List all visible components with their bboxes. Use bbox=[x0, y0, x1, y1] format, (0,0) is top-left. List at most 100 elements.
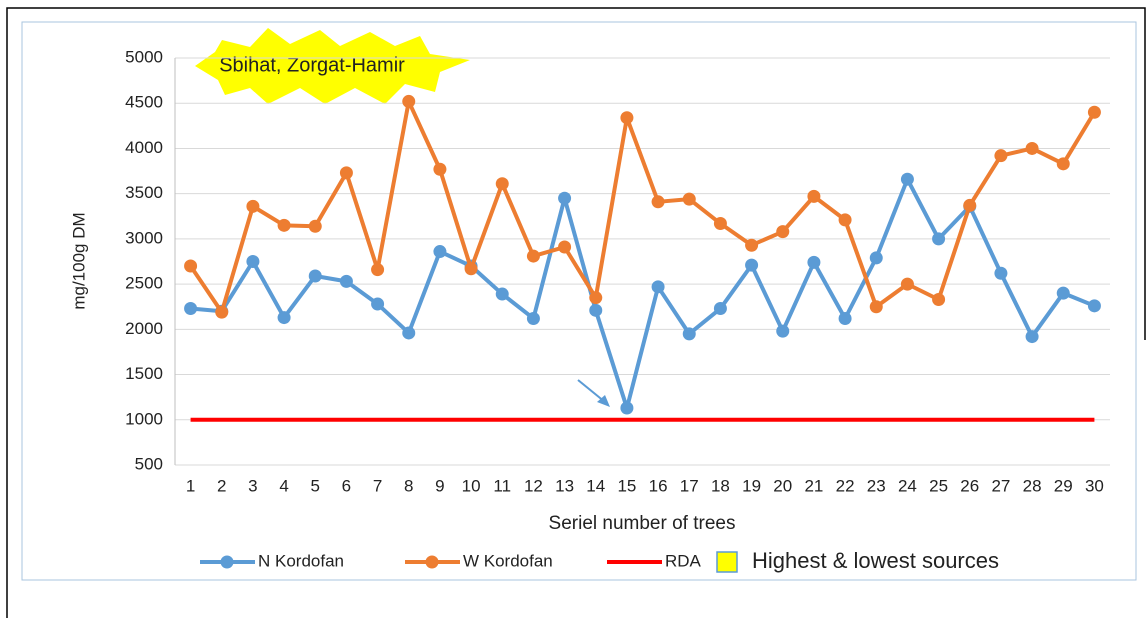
marker bbox=[869, 251, 883, 265]
x-tick-label: 23 bbox=[867, 476, 886, 495]
legend-swatch bbox=[716, 551, 738, 573]
y-tick-label: 500 bbox=[135, 454, 163, 473]
x-tick-label: 14 bbox=[586, 476, 605, 495]
marker bbox=[807, 189, 821, 203]
marker bbox=[1056, 157, 1070, 171]
marker bbox=[713, 217, 727, 231]
x-tick-label: 21 bbox=[804, 476, 823, 495]
marker bbox=[433, 162, 447, 176]
outer-frame bbox=[6, 7, 1146, 618]
x-tick-label: 28 bbox=[1023, 476, 1042, 495]
y-tick-label: 1500 bbox=[125, 364, 163, 383]
arrow-head bbox=[597, 395, 610, 407]
marker bbox=[838, 311, 852, 325]
x-tick-label: 4 bbox=[279, 476, 288, 495]
marker bbox=[558, 240, 572, 254]
marker bbox=[402, 94, 416, 108]
marker bbox=[776, 225, 790, 239]
marker bbox=[402, 326, 416, 340]
x-tick-label: 24 bbox=[898, 476, 917, 495]
marker bbox=[371, 297, 385, 311]
legend-label: N Kordofan bbox=[258, 551, 344, 570]
marker bbox=[682, 327, 696, 341]
marker bbox=[1025, 141, 1039, 155]
y-tick-label: 2000 bbox=[125, 319, 163, 338]
marker bbox=[963, 198, 977, 212]
marker bbox=[994, 149, 1008, 163]
marker bbox=[713, 302, 727, 316]
x-tick-label: 8 bbox=[404, 476, 413, 495]
y-tick-label: 2500 bbox=[125, 274, 163, 293]
x-tick-label: 13 bbox=[555, 476, 574, 495]
marker bbox=[838, 213, 852, 227]
marker bbox=[807, 255, 821, 269]
marker bbox=[620, 401, 634, 415]
marker bbox=[589, 303, 603, 317]
marker bbox=[1056, 286, 1070, 300]
marker bbox=[900, 172, 914, 186]
x-tick-label: 30 bbox=[1085, 476, 1104, 495]
x-axis-title: Seriel number of trees bbox=[549, 513, 736, 534]
series-line bbox=[188, 99, 1097, 315]
y-axis-title: mg/100g DM bbox=[69, 212, 88, 309]
x-tick-label: 18 bbox=[711, 476, 730, 495]
marker bbox=[526, 249, 540, 263]
x-tick-label: 19 bbox=[742, 476, 761, 495]
x-tick-label: 27 bbox=[991, 476, 1010, 495]
marker bbox=[184, 259, 198, 273]
x-tick-label: 16 bbox=[649, 476, 668, 495]
marker bbox=[277, 311, 291, 325]
x-tick-label: 17 bbox=[680, 476, 699, 495]
marker bbox=[495, 287, 509, 301]
marker bbox=[932, 232, 946, 246]
marker bbox=[526, 311, 540, 325]
y-tick-label: 3000 bbox=[125, 228, 163, 247]
annotation-burst bbox=[195, 28, 470, 104]
marker bbox=[869, 300, 883, 314]
marker bbox=[620, 111, 634, 125]
x-tick-label: 6 bbox=[342, 476, 351, 495]
marker bbox=[994, 266, 1008, 280]
y-tick-label: 4500 bbox=[125, 93, 163, 112]
legend-label: W Kordofan bbox=[463, 551, 553, 570]
marker bbox=[776, 324, 790, 338]
y-tick-label: 4000 bbox=[125, 138, 163, 157]
series-line bbox=[190, 177, 1096, 411]
marker bbox=[1025, 330, 1039, 344]
marker bbox=[745, 258, 759, 272]
marker bbox=[900, 277, 914, 291]
x-tick-label: 11 bbox=[493, 476, 511, 495]
marker bbox=[932, 292, 946, 306]
x-tick-label: 5 bbox=[311, 476, 320, 495]
y-tick-label: 1000 bbox=[125, 409, 163, 428]
legend-marker bbox=[425, 555, 439, 569]
marker bbox=[339, 166, 353, 180]
marker bbox=[589, 291, 603, 305]
plot-frame bbox=[21, 21, 1137, 581]
x-tick-label: 7 bbox=[373, 476, 382, 495]
marker bbox=[558, 191, 572, 205]
x-tick-label: 26 bbox=[960, 476, 979, 495]
y-tick-label: 3500 bbox=[125, 183, 163, 202]
marker bbox=[246, 255, 260, 268]
x-tick-label: 9 bbox=[435, 476, 444, 495]
x-tick-label: 12 bbox=[524, 476, 543, 495]
x-tick-label: 22 bbox=[836, 476, 855, 495]
marker bbox=[495, 177, 509, 191]
x-tick-label: 25 bbox=[929, 476, 948, 495]
marker bbox=[464, 262, 478, 276]
x-tick-label: 1 bbox=[186, 476, 195, 495]
legend-label: RDA bbox=[665, 551, 702, 570]
marker bbox=[1087, 105, 1101, 119]
marker bbox=[1087, 299, 1101, 313]
marker bbox=[308, 269, 322, 283]
y-tick-label: 5000 bbox=[125, 47, 163, 66]
arrow bbox=[577, 379, 606, 403]
marker bbox=[246, 199, 260, 213]
marker bbox=[184, 302, 198, 316]
marker bbox=[277, 218, 291, 232]
legend-marker bbox=[220, 555, 234, 569]
marker bbox=[745, 238, 759, 252]
x-tick-label: 10 bbox=[462, 476, 481, 495]
